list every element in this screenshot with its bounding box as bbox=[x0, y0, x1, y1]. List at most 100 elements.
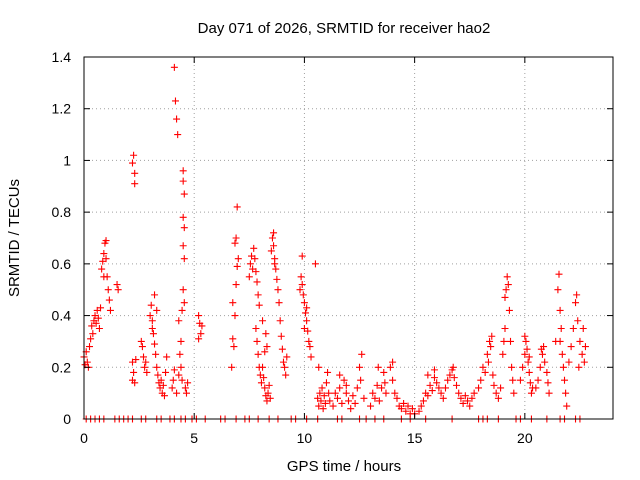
data-point bbox=[523, 345, 531, 353]
data-point bbox=[509, 376, 517, 384]
data-point bbox=[143, 368, 151, 376]
data-point bbox=[470, 389, 478, 397]
data-point bbox=[232, 281, 240, 289]
data-point bbox=[322, 379, 330, 387]
data-point bbox=[333, 394, 341, 402]
data-point bbox=[331, 389, 339, 397]
data-point bbox=[378, 384, 386, 392]
data-point bbox=[508, 363, 516, 371]
data-point bbox=[229, 299, 237, 307]
data-point bbox=[516, 376, 524, 384]
data-point bbox=[148, 325, 156, 332]
data-point bbox=[179, 242, 187, 250]
data-point bbox=[483, 350, 491, 358]
data-point bbox=[526, 379, 534, 387]
data-point bbox=[138, 343, 146, 351]
data-point bbox=[146, 312, 154, 320]
data-point bbox=[417, 402, 425, 410]
data-point bbox=[170, 63, 178, 71]
x-tick-label: 5 bbox=[190, 430, 198, 446]
data-point bbox=[389, 376, 397, 384]
data-point bbox=[393, 394, 401, 402]
data-point bbox=[453, 381, 461, 389]
data-point bbox=[268, 234, 276, 242]
data-point bbox=[157, 376, 165, 384]
data-point bbox=[300, 299, 308, 307]
data-point bbox=[342, 389, 350, 397]
data-point bbox=[160, 392, 168, 400]
data-point bbox=[466, 402, 474, 410]
x-axis-label: GPS time / hours bbox=[287, 458, 401, 475]
data-point bbox=[259, 363, 267, 371]
data-point bbox=[278, 345, 286, 353]
data-point bbox=[102, 255, 110, 263]
data-point bbox=[182, 389, 190, 397]
data-point bbox=[132, 356, 140, 364]
data-point bbox=[358, 350, 366, 358]
data-point bbox=[179, 167, 187, 175]
data-point bbox=[273, 275, 281, 283]
data-point bbox=[349, 392, 357, 400]
data-point bbox=[524, 358, 532, 366]
data-point bbox=[525, 368, 533, 376]
data-point bbox=[229, 335, 237, 343]
data-point bbox=[356, 363, 364, 371]
data-point bbox=[130, 368, 138, 376]
data-point bbox=[246, 260, 254, 268]
data-point bbox=[428, 387, 436, 395]
data-point bbox=[481, 368, 489, 376]
data-point bbox=[131, 169, 139, 177]
data-point bbox=[426, 381, 434, 389]
data-point bbox=[181, 384, 189, 392]
data-point bbox=[371, 394, 379, 402]
data-point bbox=[527, 389, 535, 397]
data-point bbox=[573, 291, 581, 299]
data-point bbox=[276, 317, 284, 325]
data-point bbox=[162, 368, 170, 376]
data-point bbox=[532, 384, 540, 392]
data-point bbox=[131, 180, 139, 188]
data-point bbox=[490, 381, 498, 389]
data-point bbox=[306, 343, 314, 351]
data-point bbox=[307, 353, 315, 361]
y-axis-label: SRMTID / TECUs bbox=[6, 179, 23, 297]
data-point bbox=[252, 268, 260, 276]
data-point bbox=[169, 376, 177, 384]
data-point bbox=[259, 317, 267, 325]
data-point bbox=[461, 392, 469, 400]
data-point bbox=[479, 363, 487, 371]
data-point bbox=[151, 291, 159, 299]
data-point bbox=[250, 244, 258, 252]
y-tick-label: 0.4 bbox=[52, 308, 72, 324]
data-point bbox=[522, 337, 530, 345]
data-point bbox=[163, 353, 171, 361]
data-point bbox=[106, 306, 114, 314]
data-point bbox=[257, 379, 265, 387]
data-point bbox=[299, 291, 307, 299]
data-point bbox=[173, 389, 181, 397]
data-point bbox=[113, 281, 121, 289]
data-point bbox=[329, 402, 337, 410]
data-point bbox=[98, 265, 106, 273]
y-tick-label: 1 bbox=[63, 152, 71, 168]
data-point bbox=[499, 350, 507, 358]
data-points bbox=[80, 63, 589, 423]
data-point bbox=[536, 363, 544, 371]
data-point bbox=[176, 350, 184, 358]
data-point bbox=[525, 353, 533, 361]
data-point bbox=[228, 363, 236, 371]
data-point bbox=[353, 384, 361, 392]
data-point bbox=[170, 366, 178, 374]
data-point bbox=[245, 273, 253, 281]
data-point bbox=[264, 389, 272, 397]
data-point bbox=[128, 376, 136, 384]
data-point bbox=[283, 353, 291, 361]
data-point bbox=[391, 389, 399, 397]
data-point bbox=[234, 255, 242, 263]
data-point bbox=[300, 325, 308, 332]
data-point bbox=[326, 397, 334, 405]
data-point bbox=[519, 363, 527, 371]
x-tick-label: 20 bbox=[517, 430, 533, 446]
data-point bbox=[177, 363, 185, 371]
data-point bbox=[272, 265, 280, 273]
